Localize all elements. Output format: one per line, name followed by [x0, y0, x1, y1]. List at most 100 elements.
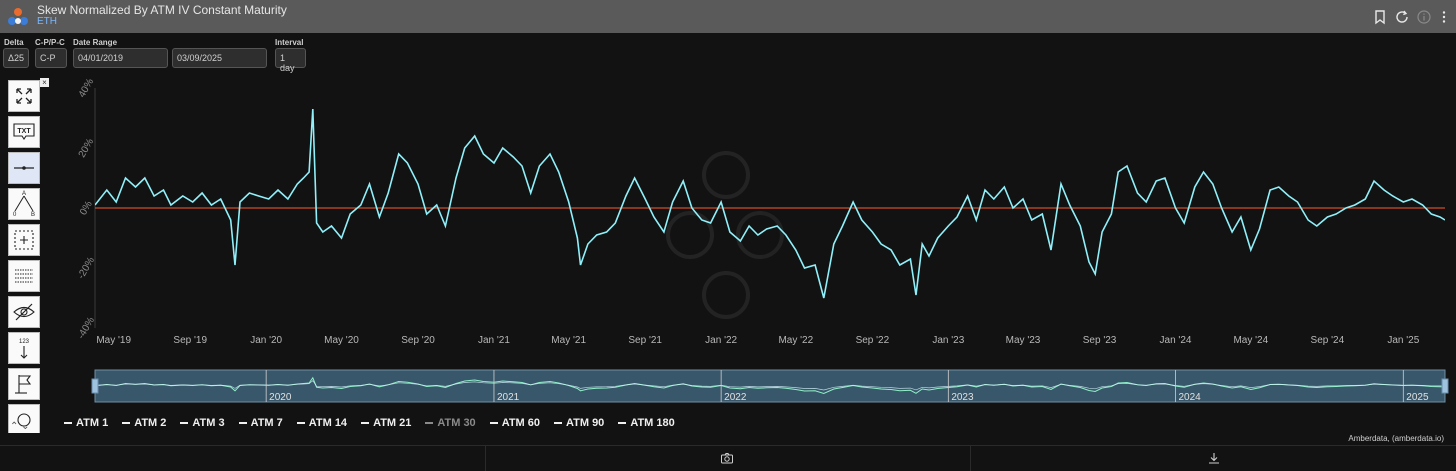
- selection-box-tool[interactable]: [8, 224, 40, 256]
- delta-select[interactable]: Δ25: [3, 48, 29, 68]
- y-axis: 40% 20% 0% -20% -40%: [76, 77, 97, 341]
- footer-separator: [970, 446, 971, 471]
- navigator-year-label: 2022: [724, 392, 747, 403]
- svg-text:0: 0: [13, 212, 17, 218]
- footer-bar: [0, 445, 1456, 471]
- x-tick-label: May '21: [551, 335, 586, 346]
- legend-dash-icon: [64, 422, 72, 424]
- info-icon[interactable]: [1416, 9, 1432, 25]
- y-tick-label: 0%: [78, 199, 95, 217]
- more-tools-tool[interactable]: [8, 404, 40, 433]
- series-line-atm-30: [95, 108, 1445, 299]
- chart-area: 40%20%0%-20%-40% May '19 Sep '19 Jan '20 Ma…: [76, 77, 1449, 403]
- legend-label: ATM 180: [630, 417, 675, 429]
- navigator-year-label: 2024: [1178, 392, 1201, 403]
- interval-select[interactable]: 1 day: [275, 48, 306, 73]
- navigator[interactable]: 2020 2021 2022 2023 2024 2025: [91, 369, 1449, 403]
- legend-item-atm-7[interactable]: ATM 7: [238, 416, 283, 430]
- more-tools-icon: [17, 413, 31, 427]
- legend-item-atm-14[interactable]: ATM 14: [296, 416, 347, 430]
- legend-item-atm-60[interactable]: ATM 60: [489, 416, 540, 430]
- navigator-year-label: 2021: [497, 392, 520, 403]
- legend-dash-icon: [618, 422, 627, 424]
- more-menu-icon[interactable]: [1436, 9, 1452, 25]
- x-tick-label: May '19: [96, 335, 131, 346]
- navigator-year-label: 2020: [269, 392, 292, 403]
- lines-list-tool[interactable]: [8, 260, 40, 292]
- sort-numeric-icon: 123: [19, 339, 30, 359]
- x-axis: May '19 Sep '19 Jan '20 May '20 Sep '20 Jan '…: [96, 335, 1419, 346]
- legend-dash-icon: [296, 422, 305, 424]
- legend-label: ATM 60: [501, 417, 540, 429]
- toolbar-close-button[interactable]: ×: [40, 78, 49, 87]
- legend-item-atm-2[interactable]: ATM 2: [122, 416, 166, 430]
- start-date-input[interactable]: 04/01/2019: [73, 48, 168, 68]
- navigator-handle-left[interactable]: [91, 378, 99, 394]
- legend-label: ATM 90: [566, 417, 605, 429]
- cp-select[interactable]: C-P: [35, 48, 67, 68]
- navigator-year-label: 2025: [1406, 392, 1429, 403]
- chart-legend: ATM 1 ATM 2 ATM 3 ATM 7 ATM 14 ATM 21 ATM 30 AT…: [64, 416, 689, 430]
- legend-dash-icon: [425, 422, 434, 424]
- x-tick-label: Jan '23: [932, 335, 964, 346]
- cp-label: C-P/P-C: [35, 38, 65, 47]
- flag-tool[interactable]: [8, 368, 40, 400]
- legend-item-atm-3[interactable]: ATM 3: [180, 416, 225, 430]
- flag-icon: [15, 375, 32, 394]
- interval-label: Interval: [275, 38, 304, 47]
- hide-drawings-tool[interactable]: [8, 296, 40, 328]
- footer-separator: [485, 446, 486, 471]
- refresh-icon[interactable]: [1394, 9, 1410, 25]
- watermark: [666, 151, 784, 319]
- text-tool[interactable]: TXT: [8, 116, 40, 148]
- hide-icon: [13, 303, 35, 321]
- legend-item-atm-30[interactable]: ATM 30: [425, 416, 476, 430]
- x-tick-label: Jan '25: [1387, 335, 1419, 346]
- legend-item-atm-90[interactable]: ATM 90: [554, 416, 604, 430]
- end-date-input[interactable]: 03/09/2025: [172, 48, 267, 68]
- legend-label: ATM 30: [437, 417, 476, 429]
- toolbar-scroll-arrows[interactable]: ⌃ ⌄: [10, 421, 30, 432]
- legend-dash-icon: [489, 422, 498, 424]
- x-tick-label: Sep '22: [856, 335, 890, 346]
- x-tick-label: Sep '19: [173, 335, 207, 346]
- text-tool-label: TXT: [17, 128, 31, 135]
- fibonacci-tool[interactable]: A 0 B: [8, 188, 40, 220]
- lines-list-icon: [15, 269, 33, 283]
- drawing-toolbar: × TXT A 0 B: [0, 78, 52, 433]
- navigator-labels: 2020 2021 2022 2023 2024 2025: [265, 370, 1429, 403]
- x-tick-label: May '24: [1233, 335, 1268, 346]
- x-tick-label: Sep '20: [401, 335, 435, 346]
- legend-label: ATM 21: [373, 417, 412, 429]
- title-bar: Skew Normalized By ATM IV Constant Matur…: [0, 0, 1456, 33]
- legend-item-atm-180[interactable]: ATM 180: [618, 416, 675, 430]
- sort-numeric-label: 123: [19, 339, 30, 345]
- delta-label: Delta: [4, 38, 24, 47]
- legend-item-atm-21[interactable]: ATM 21: [361, 416, 411, 430]
- text-tool-icon: TXT: [13, 123, 35, 140]
- legend-dash-icon: [554, 422, 562, 424]
- horizontal-line-icon: [14, 166, 34, 170]
- download-icon[interactable]: [1207, 451, 1221, 465]
- legend-dash-icon: [180, 422, 189, 424]
- svg-text:B: B: [31, 212, 35, 218]
- asset-subtitle: ETH: [37, 16, 57, 27]
- page-title: Skew Normalized By ATM IV Constant Matur…: [37, 3, 287, 17]
- fibonacci-icon: A 0 B: [13, 191, 35, 218]
- legend-item-atm-1[interactable]: ATM 1: [64, 416, 108, 430]
- fullscreen-icon: [16, 88, 32, 104]
- sort-numeric-tool[interactable]: 123: [8, 332, 40, 364]
- x-tick-label: May '22: [778, 335, 813, 346]
- legend-label: ATM 7: [250, 417, 283, 429]
- legend-dash-icon: [238, 422, 247, 424]
- y-tick-label: 40%: [77, 77, 97, 100]
- horizontal-line-tool[interactable]: [8, 152, 40, 184]
- camera-icon[interactable]: [720, 451, 734, 465]
- amberdata-logo-icon: [8, 8, 28, 25]
- x-tick-label: Jan '22: [705, 335, 737, 346]
- navigator-handle-right[interactable]: [1441, 378, 1449, 394]
- y-tick-label: -40%: [76, 315, 97, 341]
- chart-credit: Amberdata, (amberdata.io): [1348, 434, 1444, 443]
- bookmark-icon[interactable]: [1372, 9, 1388, 25]
- fullscreen-tool[interactable]: [8, 80, 40, 112]
